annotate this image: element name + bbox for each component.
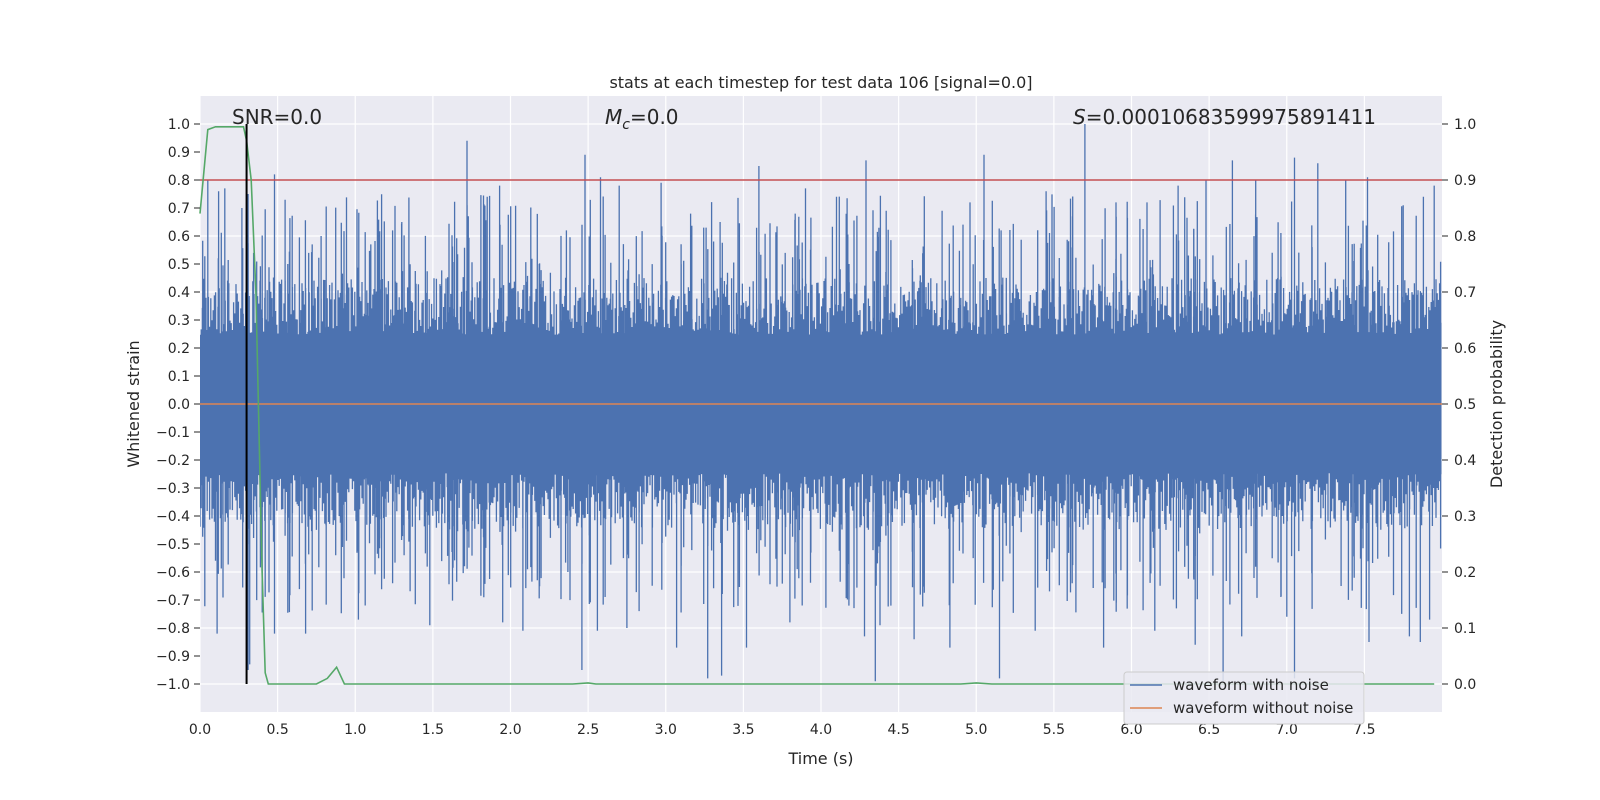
- y-tick-label: −0.2: [156, 453, 190, 469]
- legend: waveform with noise waveform without noi…: [1123, 671, 1365, 725]
- y-tick-label: 0.6: [168, 229, 190, 245]
- y2-tick-label: 0.7: [1454, 285, 1476, 301]
- x-tick-label: 7.5: [1353, 722, 1375, 738]
- y-tick-label: −0.3: [156, 481, 190, 497]
- chirp-mass-value: =0.0: [630, 105, 679, 129]
- x-tick-label: 1.5: [422, 722, 444, 738]
- chart-title: stats at each timestep for test data 106…: [609, 73, 1032, 92]
- x-tick-label: 0.0: [189, 722, 211, 738]
- x-tick-label: 5.5: [1043, 722, 1065, 738]
- y2-tick-label: 0.4: [1454, 453, 1476, 469]
- y-tick-labels: −1.0 −0.9 −0.8 −0.7 −0.6 −0.5 −0.4 −0.3 −0.2 −0.1…: [156, 117, 200, 693]
- series-waveform-with-noise: [200, 124, 1442, 682]
- y2-tick-label: 0.5: [1454, 397, 1476, 413]
- y-tick-label: 0.3: [168, 313, 190, 329]
- y-tick-label: 1.0: [168, 117, 190, 133]
- y2-tick-label: 0.2: [1454, 565, 1476, 581]
- y-tick-label: −0.5: [156, 537, 190, 553]
- noise-waveform-path: [200, 124, 1442, 682]
- y2-tick-label: 0.0: [1454, 677, 1476, 693]
- y-tick-label: −0.7: [156, 593, 190, 609]
- y-tick-label: 0.9: [168, 145, 190, 161]
- y-axis-label: Whitened strain: [124, 340, 143, 467]
- y-tick-label: −0.4: [156, 509, 190, 525]
- y-tick-label: −1.0: [156, 677, 190, 693]
- y-tick-label: −0.9: [156, 649, 190, 665]
- y-tick-label: −0.8: [156, 621, 190, 637]
- chirp-mass-annotation: Mc=0.0: [605, 105, 679, 133]
- snr-annotation: SNR=0.0: [232, 105, 322, 129]
- y2-tick-label: 0.1: [1454, 621, 1476, 637]
- y-tick-label: −0.1: [156, 425, 190, 441]
- legend-box: [1123, 671, 1365, 725]
- x-tick-labels: 0.0 0.5 1.0 1.5 2.0 2.5 3.0 3.5 4.0 4.5 5.0 5.5 6.0 6…: [189, 722, 1376, 738]
- y-tick-label: 0.0: [168, 397, 190, 413]
- series-detection-probability: [199, 126, 1435, 685]
- x-tick-label: 3.0: [655, 722, 677, 738]
- x-tick-label: 3.5: [732, 722, 754, 738]
- y2-tick-label: 0.9: [1454, 173, 1476, 189]
- legend-label-noise: waveform with noise: [1173, 676, 1329, 694]
- y-tick-label: 0.2: [168, 341, 190, 357]
- x-tick-label: 0.5: [266, 722, 288, 738]
- x-tick-label: 1.0: [344, 722, 366, 738]
- chirp-mass-symbol: M: [605, 105, 622, 129]
- y2-tick-label: 1.0: [1454, 117, 1476, 133]
- s-annotation: S=0.00010683599975891411: [1073, 105, 1376, 129]
- x-tick-label: 7.0: [1276, 722, 1298, 738]
- y2-tick-labels: 0.0 0.1 0.2 0.3 0.4 0.5 0.6 0.7 0.8 0.9 1.0: [1442, 117, 1476, 693]
- x-tick-label: 6.0: [1120, 722, 1142, 738]
- y-tick-label: 0.7: [168, 201, 190, 217]
- y-tick-label: 0.4: [168, 285, 190, 301]
- y-tick-label: 0.8: [168, 173, 190, 189]
- y2-tick-label: 0.6: [1454, 341, 1476, 357]
- y-tick-label: 0.1: [168, 369, 190, 385]
- s-value: =0.00010683599975891411: [1086, 105, 1376, 129]
- y2-axis-label: Detection probability: [1487, 320, 1506, 488]
- y2-tick-label: 0.3: [1454, 509, 1476, 525]
- legend-label-clean: waveform without noise: [1173, 699, 1353, 717]
- x-tick-label: 2.0: [499, 722, 521, 738]
- x-tick-label: 6.5: [1198, 722, 1220, 738]
- y-tick-label: −0.6: [156, 565, 190, 581]
- x-axis-label: Time (s): [787, 749, 853, 768]
- x-tick-label: 2.5: [577, 722, 599, 738]
- x-tick-label: 4.5: [887, 722, 909, 738]
- x-tick-label: 4.0: [810, 722, 832, 738]
- chirp-mass-subscript: c: [622, 117, 630, 133]
- x-tick-label: 5.0: [965, 722, 987, 738]
- s-symbol: S: [1073, 105, 1086, 129]
- y2-tick-label: 0.8: [1454, 229, 1476, 245]
- y-tick-label: 0.5: [168, 257, 190, 273]
